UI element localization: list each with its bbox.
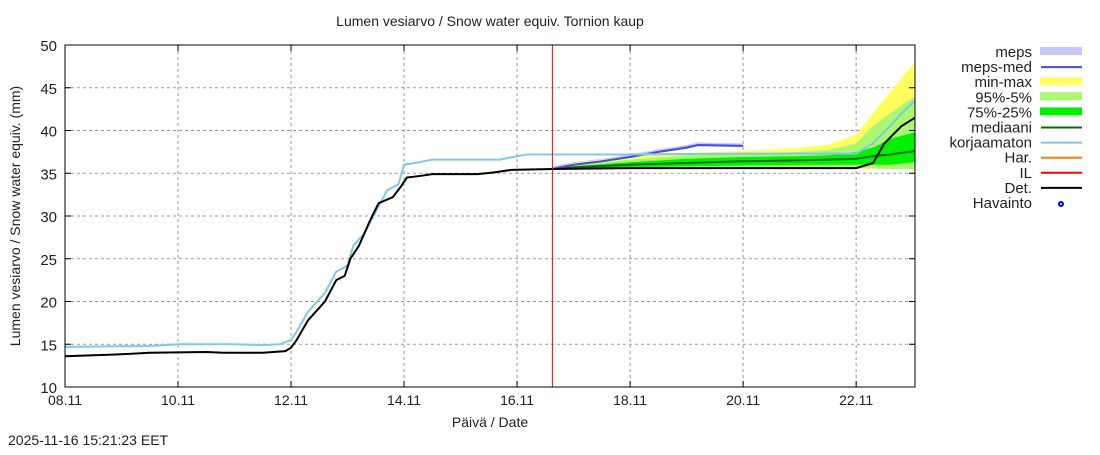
x-tick-label: 12.11 [274, 392, 308, 408]
y-tick-label: 35 [40, 166, 57, 183]
x-tick-label: 20.11 [726, 392, 760, 408]
legend-label: Har. [1004, 150, 1032, 167]
y-tick-label: 15 [40, 337, 57, 354]
legend-label: min-max [974, 74, 1032, 91]
chart-title: Lumen vesiarvo / Snow water equiv. Torni… [336, 13, 644, 29]
y-tick-label: 30 [40, 209, 57, 226]
y-axis-label: Lumen vesiarvo / Snow water equiv. (mm) [7, 86, 23, 346]
legend-swatch [1040, 107, 1082, 116]
x-tick-label: 22.11 [839, 392, 873, 408]
y-tick-label: 50 [40, 38, 57, 55]
x-tick-label: 14.11 [387, 392, 421, 408]
x-tick-label: 18.11 [613, 392, 647, 408]
p95-5-band [552, 96, 915, 169]
y-tick-label: 20 [40, 295, 57, 312]
legend-label: Havainto [973, 195, 1032, 212]
legend-label: IL [1019, 165, 1032, 182]
legend-label: mediaani [971, 120, 1032, 137]
x-tick-label: 10.11 [161, 392, 195, 408]
legend-swatch [1040, 77, 1082, 86]
timestamp: 2025-11-16 15:21:23 EET [8, 432, 169, 448]
x-axis-label: Päivä / Date [452, 414, 528, 430]
legend-swatch [1040, 92, 1082, 101]
x-tick-label: 08.11 [48, 392, 82, 408]
mediaani-line [552, 150, 916, 170]
legend-label: meps [995, 44, 1032, 61]
korjaamaton-line [64, 99, 916, 348]
legend-label: Det. [1004, 180, 1032, 197]
legend-label: meps-med [961, 59, 1032, 76]
legend-label: 75%-25% [967, 104, 1032, 121]
y-tick-label: 10 [40, 380, 57, 397]
legend-label: korjaamaton [949, 135, 1032, 152]
legend-swatch [1040, 47, 1082, 55]
x-tick-label: 16.11 [500, 392, 534, 408]
y-tick-label: 25 [40, 252, 57, 269]
legend-label: 95%-5% [975, 89, 1032, 106]
y-tick-label: 45 [40, 81, 57, 98]
legend-swatch [1058, 201, 1064, 207]
det-line [64, 116, 916, 358]
y-tick-label: 40 [40, 124, 57, 141]
